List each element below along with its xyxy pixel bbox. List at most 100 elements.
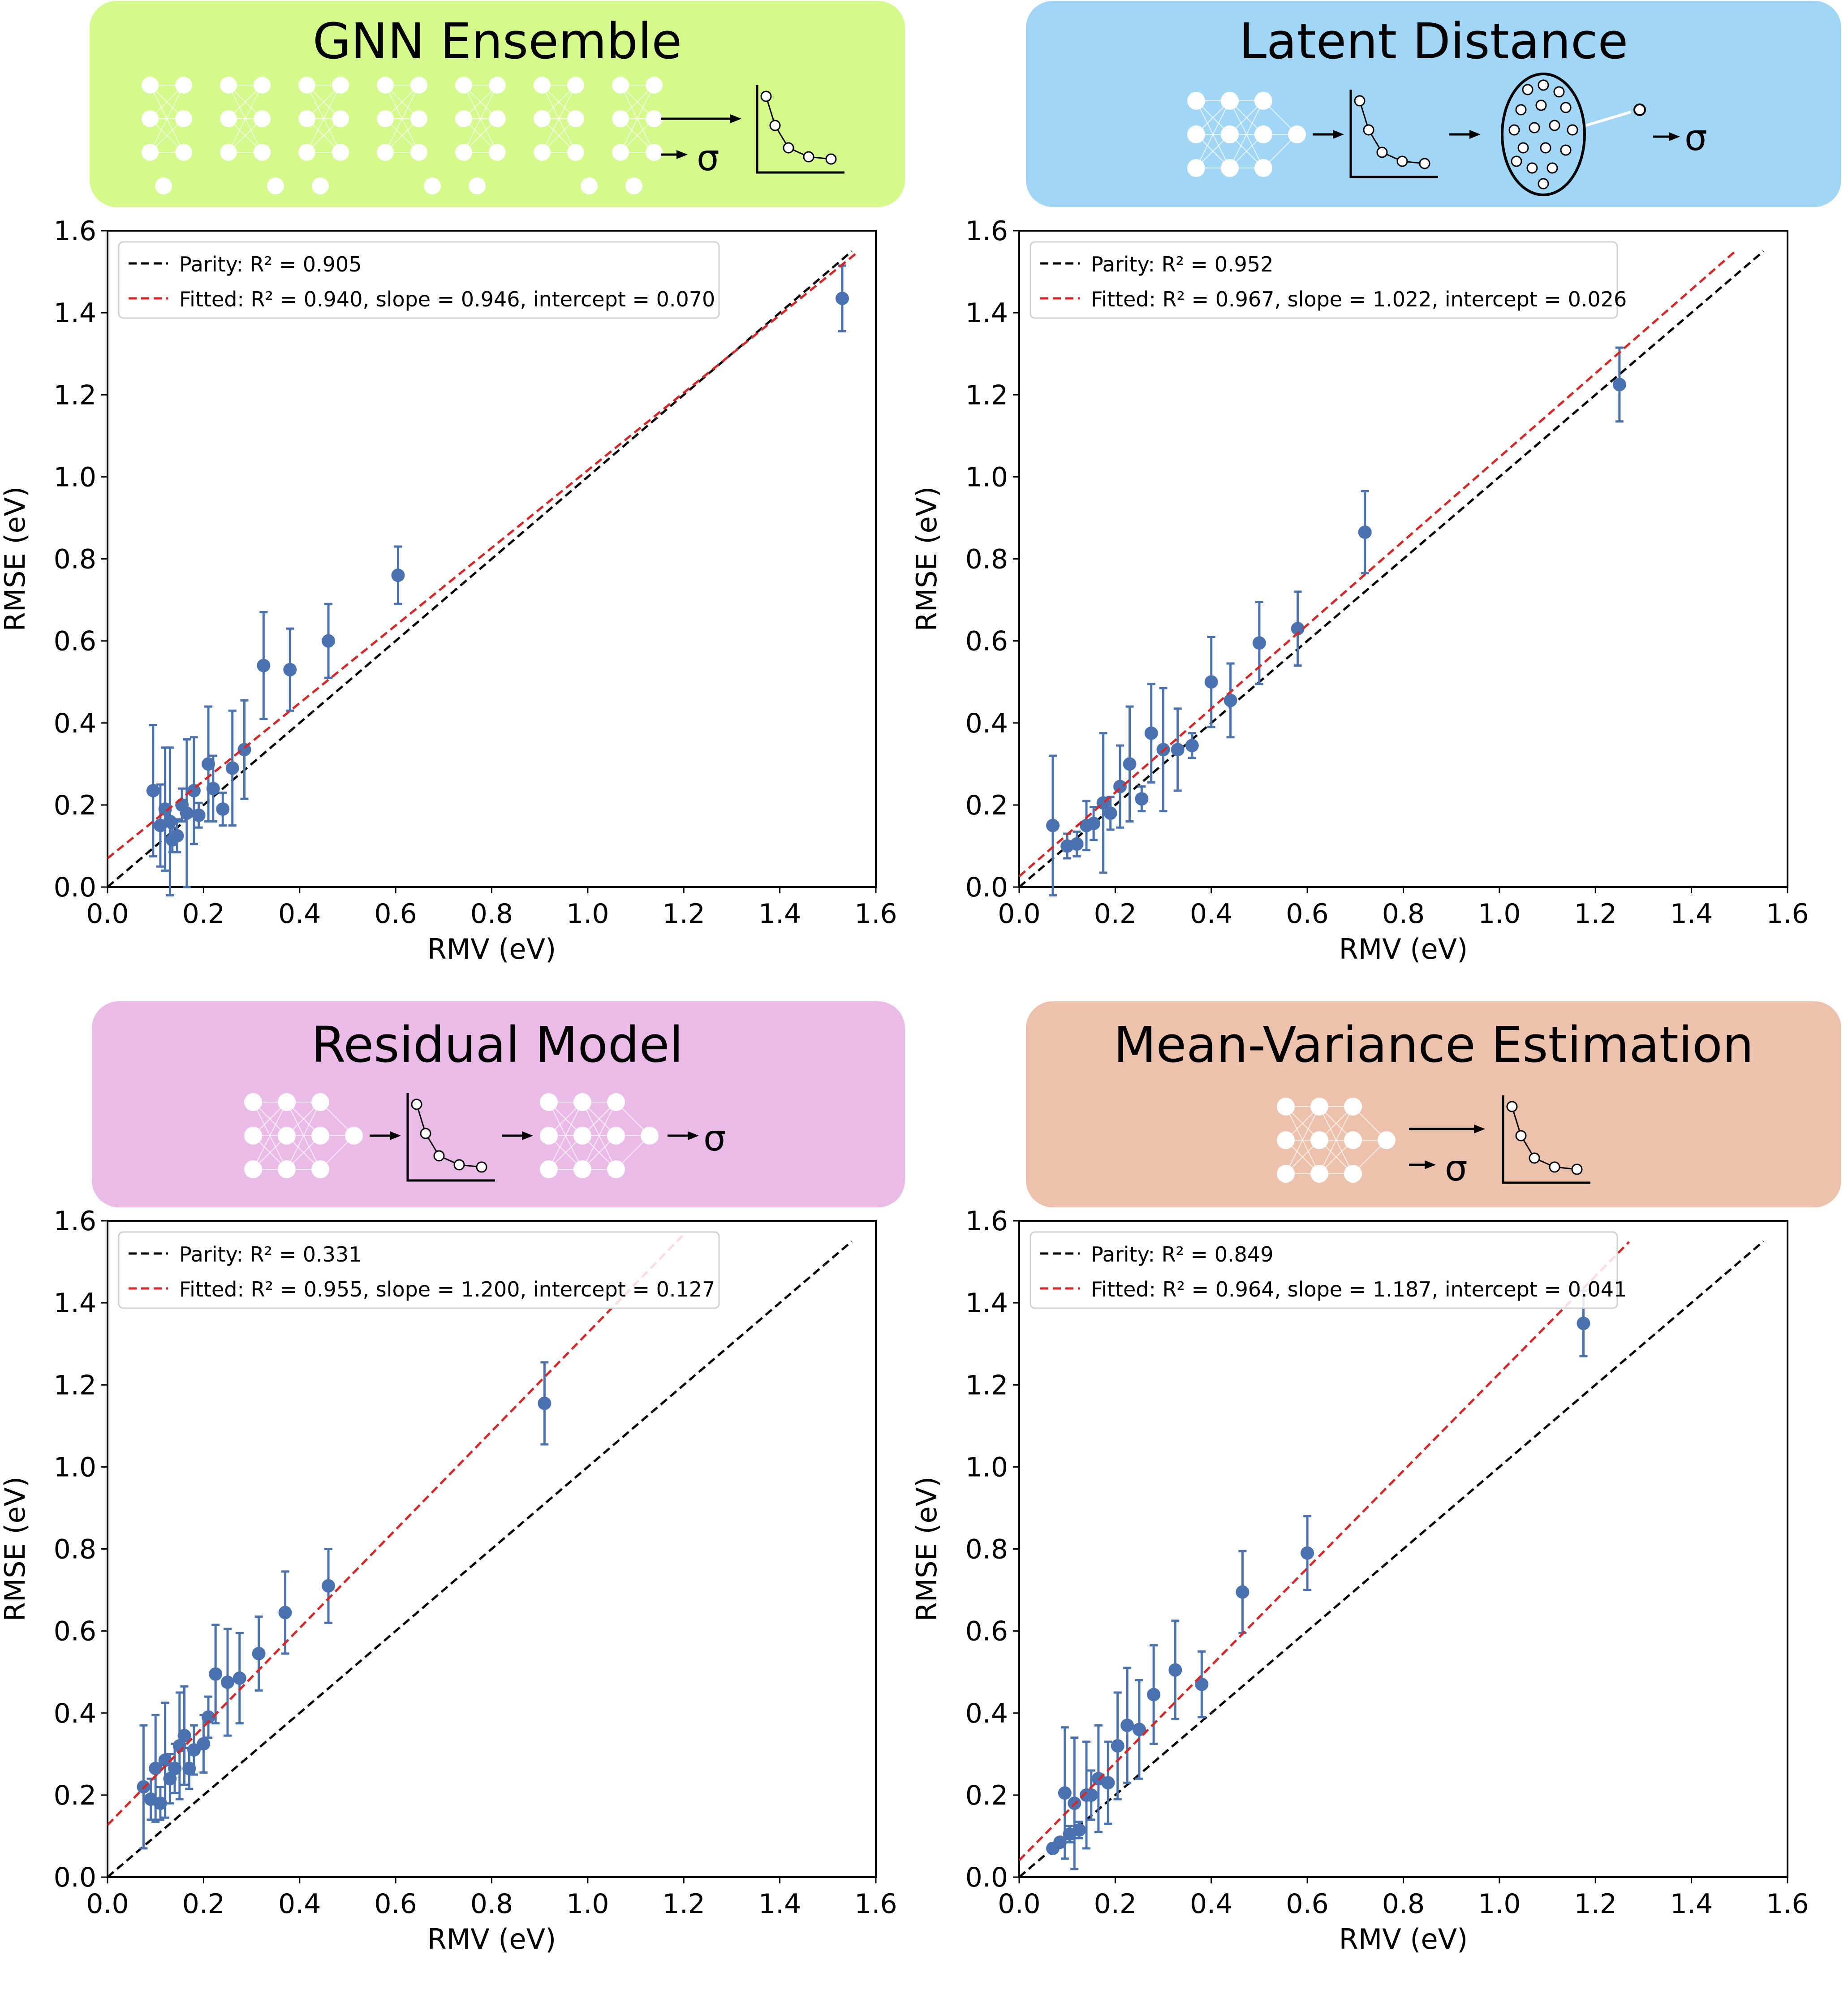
data-point (835, 292, 849, 306)
x-tick-label: 1.2 (1574, 898, 1617, 930)
network-node (410, 144, 427, 161)
y-tick-label: 0.8 (965, 1534, 1008, 1565)
network-node (1187, 92, 1205, 110)
x-tick-label: 0.4 (278, 898, 321, 930)
network-node (142, 110, 159, 127)
latent-point (1522, 84, 1534, 95)
x-tick-label: 0.6 (1286, 1888, 1328, 1920)
curve-point (1506, 1101, 1518, 1112)
y-tick-label: 0.0 (965, 872, 1008, 903)
network-node (1254, 92, 1272, 110)
x-tick-label: 0.4 (1190, 1888, 1232, 1920)
y-tick-label: 1.0 (54, 461, 96, 493)
network-node (534, 144, 551, 161)
y-tick-label: 1.4 (965, 1288, 1008, 1319)
network-node (278, 1093, 296, 1111)
latent-point (1560, 144, 1572, 156)
panel-3-sigma-arrowhead (688, 1131, 699, 1140)
network-node (607, 1093, 625, 1111)
curve-point (1354, 95, 1366, 107)
data-point (278, 1606, 292, 1620)
chart-mean-variance-estimation: 0.0 0.2 0.4 0.6 0.8 1.0 1.2 1.4 1.6 0.0 0.2 0.4 0.6 0… (910, 1206, 1809, 1956)
network-node (175, 110, 192, 127)
network-node (455, 110, 472, 127)
distance-arrow (1585, 111, 1631, 127)
network-node (534, 77, 551, 94)
data-point (197, 1737, 211, 1751)
y-tick-label: 1.4 (54, 1288, 96, 1319)
y-tick-label: 1.2 (965, 379, 1008, 411)
network-node (567, 144, 584, 161)
y-tick-label: 0.2 (965, 790, 1008, 821)
y-tick-label: 0.0 (54, 872, 96, 903)
panel-4-sigma: σ (1445, 1147, 1468, 1189)
data-point (1072, 1823, 1086, 1837)
network-edge (286, 1102, 321, 1170)
latent-point (1515, 104, 1527, 116)
curve-point (760, 90, 772, 102)
network-node (1187, 125, 1205, 143)
network-node (1221, 92, 1239, 110)
network-node (1344, 1098, 1362, 1116)
network-node (540, 1127, 558, 1145)
data-point (1101, 1776, 1115, 1790)
latent-point (1511, 155, 1522, 167)
network-node (567, 110, 584, 127)
x-axis-label: RMV (eV) (427, 933, 556, 965)
y-tick-label: 0.4 (965, 1698, 1008, 1729)
x-tick-label: 1.6 (1766, 898, 1809, 930)
panel-1-sigma: σ (697, 137, 719, 179)
network-node (612, 144, 629, 161)
data-point (252, 1646, 266, 1660)
network-node (244, 1160, 262, 1178)
network-node (534, 110, 551, 127)
curve-point (1363, 124, 1374, 136)
data-point (1103, 806, 1117, 820)
data-point (1168, 1663, 1182, 1677)
x-axis-label: RMV (eV) (427, 1923, 556, 1956)
y-tick-label: 0.6 (54, 1616, 96, 1647)
network-edge (1319, 1106, 1353, 1174)
data-point (1195, 1677, 1209, 1691)
legend-fitted-label: Fitted: R² = 0.967, slope = 1.022, inter… (1091, 287, 1627, 311)
y-tick-label: 0.4 (54, 1698, 96, 1729)
data-point (322, 634, 336, 648)
data-point (163, 814, 177, 828)
y-tick-label: 0.4 (54, 708, 96, 739)
panel-2-sigma: σ (1684, 117, 1707, 159)
y-tick-label: 0.4 (965, 708, 1008, 739)
y-tick-label: 1.4 (54, 297, 96, 329)
x-tick-label: 0.0 (86, 898, 129, 930)
panel-1-title: GNN Ensemble (313, 13, 682, 70)
data-point (1132, 1723, 1146, 1736)
data-point (1046, 818, 1060, 832)
network-node (298, 110, 315, 127)
network-node (267, 177, 284, 194)
x-tick-label: 1.2 (663, 1888, 705, 1920)
network-node (1221, 159, 1239, 177)
data-point (233, 1671, 246, 1685)
curve-point (420, 1128, 431, 1139)
network-node (220, 77, 237, 94)
x-tick-label: 1.4 (758, 898, 801, 930)
panel-1-header: GNN Ensemble σ (90, 1, 905, 207)
data-point (283, 663, 297, 676)
network-node (332, 144, 349, 161)
data-point (1135, 792, 1149, 806)
x-tick-label: 0.8 (1382, 898, 1425, 930)
network-node (175, 77, 192, 94)
data-point (182, 1762, 196, 1775)
curve-point (1571, 1163, 1583, 1175)
curve-point (1419, 158, 1430, 169)
x-tick-label: 1.0 (566, 898, 609, 930)
data-point (1301, 1546, 1314, 1560)
network-node (377, 77, 394, 94)
chart-latent-distance: 0.0 0.2 0.4 0.6 0.8 1.0 1.2 1.4 1.6 0.0 0.2 0.4 0.6 0… (910, 215, 1809, 965)
panel-4-arrowhead (1474, 1124, 1485, 1133)
legend-box (1030, 241, 1618, 319)
network-node (1310, 1098, 1328, 1116)
latent-distance-icon (1187, 92, 1306, 177)
data-point (187, 784, 201, 797)
data-point (146, 784, 160, 797)
